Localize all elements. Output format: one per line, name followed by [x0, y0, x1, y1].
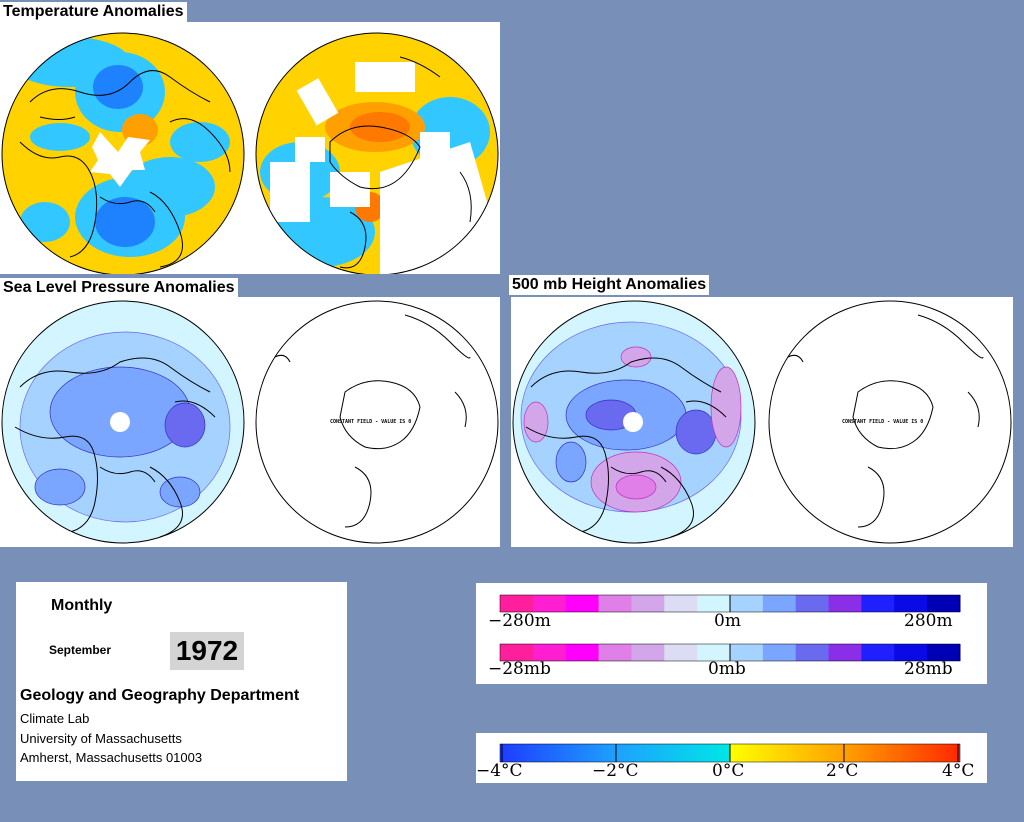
height-scale-center: 0m [714, 611, 741, 631]
pressure-scale-min: −28mb [488, 659, 551, 679]
temperature-tick-4: 4°C [942, 761, 975, 781]
slp-maps-svg [1, 300, 499, 544]
colorbar-step [500, 595, 534, 612]
temperature-colorbar [499, 743, 961, 763]
colorbar-step [894, 595, 928, 612]
colorbar-step [828, 644, 862, 661]
university-name: University of Massachusetts [20, 731, 182, 746]
colorbar-step [762, 644, 797, 661]
department-name: Geology and Geography Department [20, 687, 300, 704]
pressure-scale-center: 0mb [708, 659, 746, 679]
colorbar-step [927, 595, 961, 612]
temperature-tick-3: 2°C [826, 761, 859, 781]
colorbar-step [730, 644, 764, 661]
colorbar-step [795, 644, 830, 661]
info-box: Monthly September 1972 Geology and Geogr… [16, 582, 347, 781]
temperature-tick-1: −2°C [592, 761, 639, 781]
temperature-tick-0: −4°C [476, 761, 523, 781]
address-line: Amherst, Massachusetts 01003 [20, 750, 203, 765]
colorbar-step [532, 644, 567, 661]
colorbar-step [795, 595, 830, 612]
colorbar-step [861, 595, 895, 612]
pressure-scale-max: 28mb [904, 659, 953, 679]
slp-south-map [255, 300, 499, 544]
colorbar-step [894, 644, 928, 661]
colorbar-step [500, 644, 534, 661]
year-badge: 1972 [170, 632, 244, 670]
temperature-anomalies-title: Temperature Anomalies [0, 2, 187, 22]
colorbar-step [664, 595, 698, 612]
slp-maps-panel [0, 297, 500, 547]
height-scale-min: −280m [488, 611, 551, 631]
colorbar-step [861, 644, 895, 661]
colorbar-step [697, 644, 731, 661]
colorbar-step [664, 644, 698, 661]
slp-north-map [2, 301, 244, 543]
temperature-maps-svg [1, 32, 499, 274]
temperature-tick-2: 0°C [712, 761, 745, 781]
temperature-maps-panel [0, 22, 500, 274]
colorbar-step [565, 644, 600, 661]
lab-name: Climate Lab [20, 711, 90, 726]
colorbar-step [828, 595, 862, 612]
slp-south-caption: CONSTANT FIELD - VALUE IS 0 [330, 419, 412, 425]
height-maps-panel [511, 297, 1013, 547]
height-pressure-colorbars [499, 594, 961, 662]
temperature-north-map [2, 33, 244, 274]
sea-level-pressure-title: Sea Level Pressure Anomalies [0, 278, 238, 298]
height-maps-svg [512, 300, 1012, 544]
colorbar-step [631, 644, 665, 661]
height-scale-max: 280m [904, 611, 953, 631]
height-north-map [513, 301, 755, 543]
colorbar-step [730, 595, 764, 612]
period-label: Monthly [51, 597, 113, 614]
colorbar-step [927, 644, 961, 661]
temperature-south-map [256, 33, 498, 274]
height-south-caption: CONSTANT FIELD - VALUE IS 0 [842, 419, 924, 425]
colorbar-step [762, 595, 797, 612]
colorbar-step [598, 595, 632, 612]
height-pressure-legend: −280m 0m 280m −28mb 0mb 28mb [476, 583, 987, 684]
height-500mb-title: 500 mb Height Anomalies [509, 275, 710, 295]
colorbar-step [631, 595, 665, 612]
month-label: September [49, 643, 112, 657]
colorbar-step [598, 644, 632, 661]
colorbar-step [532, 595, 567, 612]
height-south-map [768, 300, 1012, 544]
colorbar-step [697, 595, 731, 612]
colorbar-step [565, 595, 600, 612]
temperature-legend: −4°C −2°C 0°C 2°C 4°C [476, 733, 987, 783]
